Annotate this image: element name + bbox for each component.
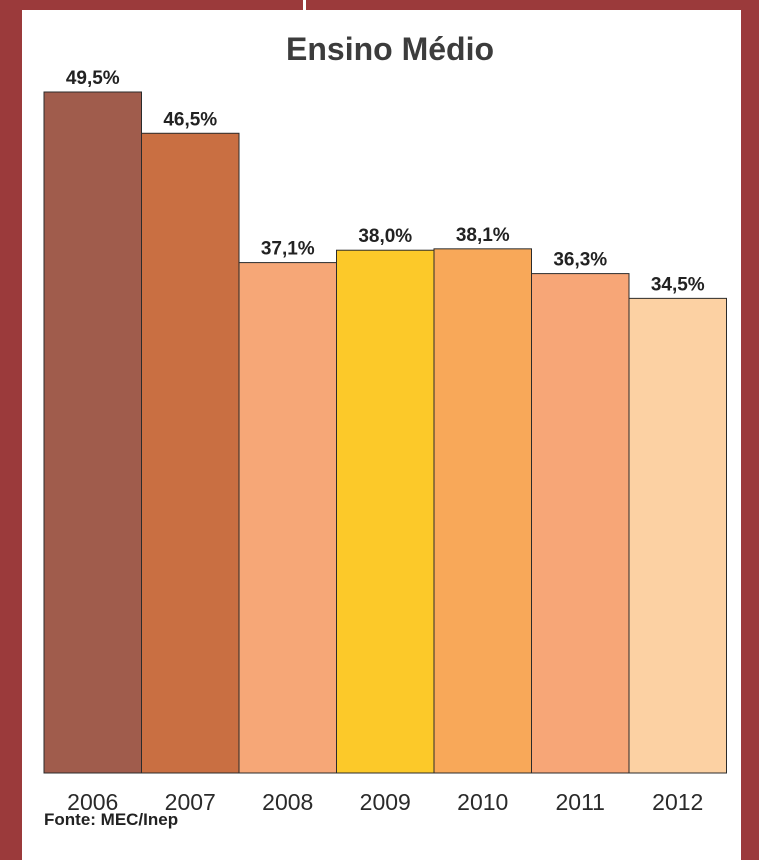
x-tick-label-2009: 2009	[360, 789, 411, 815]
value-label-2007: 46,5%	[163, 109, 217, 130]
chart-title: Ensino Médio	[286, 31, 494, 67]
value-label-2010: 38,1%	[456, 225, 510, 246]
value-label-2008: 37,1%	[261, 239, 315, 260]
x-tick-label-2006: 2006	[67, 789, 118, 815]
bar-2009	[336, 249, 435, 774]
x-tick-label-2008: 2008	[262, 789, 313, 815]
value-label-2006: 49,5%	[66, 68, 120, 89]
bar-2007	[141, 132, 240, 774]
x-tick-label-2007: 2007	[165, 789, 216, 815]
bar-2008	[238, 262, 337, 774]
bar-2011	[531, 273, 630, 774]
value-label-2012: 34,5%	[651, 274, 705, 295]
bar-2012	[628, 297, 727, 774]
top-accent-mark	[303, 0, 306, 12]
x-tick-labels-group: 2006 2007 2008 2009 2010 2011 2012	[67, 789, 703, 815]
value-label-2011: 36,3%	[553, 250, 607, 271]
bar-2010	[433, 248, 532, 774]
bar-2006	[43, 91, 142, 774]
x-tick-label-2010: 2010	[457, 789, 508, 815]
source-note: Fonte: MEC/Inep	[44, 810, 178, 829]
value-labels-group: 49,5% 46,5% 37,1% 38,0% 38,1% 36,3% 34,5%	[66, 68, 705, 295]
bars-group	[43, 91, 727, 774]
value-label-2009: 38,0%	[358, 226, 412, 247]
x-tick-label-2012: 2012	[652, 789, 703, 815]
x-tick-label-2011: 2011	[556, 789, 605, 815]
